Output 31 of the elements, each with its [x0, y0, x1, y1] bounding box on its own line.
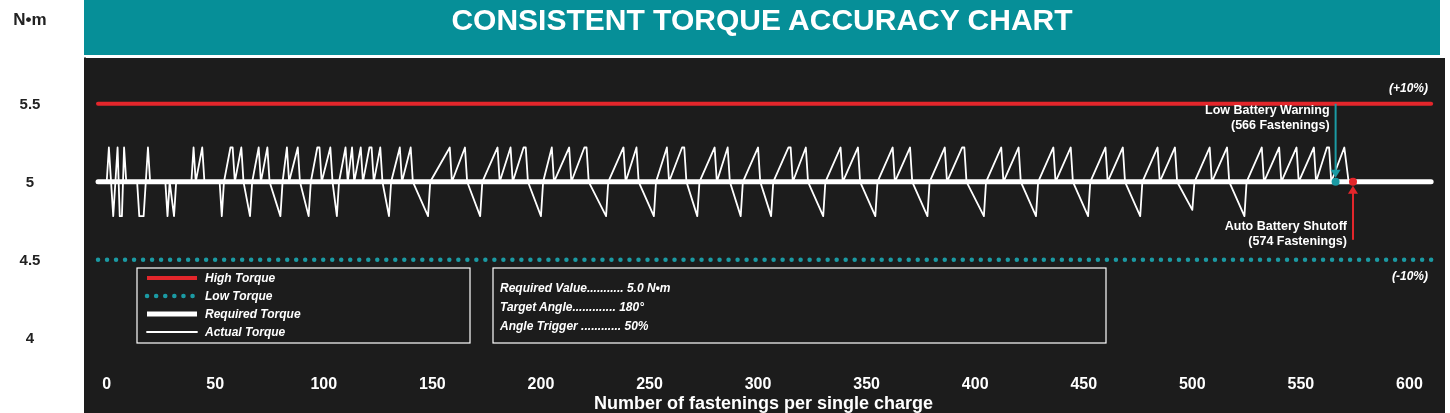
y-axis-title: N•m: [12, 10, 48, 30]
annotation: Target Angle............. 180°: [500, 300, 645, 314]
legend-label: Required Torque: [205, 307, 301, 321]
x-tick-label: 100: [310, 375, 338, 392]
y-tick-label: 4: [25, 328, 35, 346]
x-tick-label: 500: [1178, 375, 1206, 392]
annotation: Auto Battery Shutoff (574 Fastenings): [1224, 218, 1348, 248]
y-tick-label: 5: [25, 172, 35, 190]
legend-label: High Torque: [205, 271, 276, 285]
x-tick-label: 550: [1287, 375, 1315, 392]
chart-title: CONSISTENT TORQUE ACCURACY CHART: [84, 0, 1440, 55]
annotation: Angle Trigger ............ 50%: [499, 319, 649, 333]
x-tick-label: 0: [102, 375, 112, 392]
legend-label: Actual Torque: [204, 325, 286, 339]
annotation: Required Value........... 5.0 N•m: [500, 281, 671, 295]
annotation: (-10%): [1391, 268, 1428, 283]
x-tick-label: 250: [636, 375, 663, 392]
x-tick-label: 350: [853, 375, 881, 392]
annotation: Low Battery Warning (566 Fastenings): [1205, 102, 1330, 132]
legend-label: Low Torque: [205, 289, 273, 303]
x-tick-label: 300: [744, 375, 772, 392]
x-tick-label: 450: [1070, 375, 1098, 392]
y-tick-label: 5.5: [19, 94, 41, 112]
x-tick-label: 200: [527, 375, 555, 392]
annotation: (+10%): [1388, 80, 1428, 95]
x-tick-label: 400: [961, 375, 989, 392]
x-tick-label: 600: [1396, 375, 1423, 392]
x-axis-title: Number of fastenings per single charge: [593, 393, 934, 413]
y-tick-label: 4.5: [19, 250, 41, 268]
x-tick-label: 150: [419, 375, 446, 392]
x-tick-label: 50: [206, 375, 225, 392]
